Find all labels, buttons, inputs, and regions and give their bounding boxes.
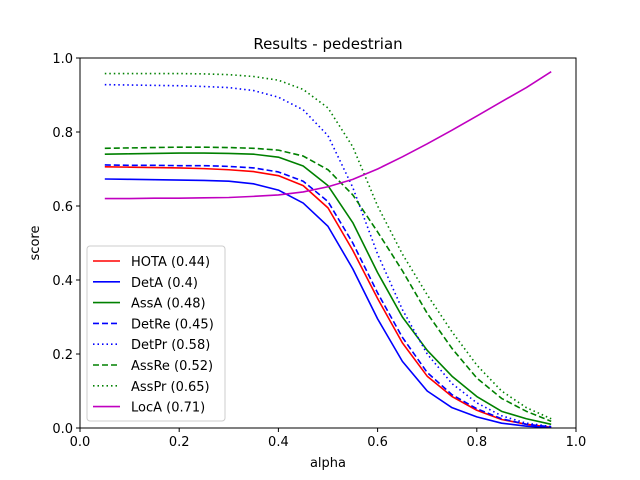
y-tick-label: 1.0 [52, 52, 73, 67]
legend-label-detre: DetRe (0.45) [131, 317, 214, 332]
legend-label-hota: HOTA (0.44) [131, 255, 210, 270]
series-line-detre [104, 164, 552, 428]
y-axis-ticks: 0.0 0.2 0.4 0.6 0.8 1.0 [52, 52, 80, 437]
series-group [104, 71, 552, 429]
legend-label-detpr: DetPr (0.58) [131, 338, 210, 353]
y-tick-label: 0.8 [52, 126, 73, 141]
series-line-assa [104, 152, 552, 426]
x-tick-label: 0.0 [70, 435, 91, 450]
x-tick-label: 0.2 [169, 435, 190, 450]
y-tick-label: 0.0 [52, 422, 73, 437]
x-tick-label: 0.4 [268, 435, 289, 450]
legend: HOTA (0.44) DetA (0.4) AssA (0.48) DetRe (0… [86, 245, 226, 422]
y-tick-label: 0.2 [52, 348, 73, 363]
legend-label-deta: DetA (0.4) [131, 276, 198, 291]
x-axis-label: alpha [310, 456, 346, 471]
x-axis-ticks: 0.0 0.2 0.4 0.6 0.8 1.0 [70, 428, 587, 450]
x-tick-label: 1.0 [566, 435, 587, 450]
series-line-hota [104, 165, 552, 429]
legend-box [86, 245, 226, 422]
chart-title: Results - pedestrian [253, 35, 402, 53]
series-line-deta [104, 178, 552, 429]
y-tick-label: 0.4 [52, 274, 73, 289]
series-line-loca [104, 71, 552, 200]
y-tick-label: 0.6 [52, 200, 73, 215]
series-line-assre [104, 146, 552, 423]
x-tick-label: 0.6 [367, 435, 388, 450]
legend-label-assa: AssA (0.48) [131, 297, 206, 312]
y-axis-label: score [28, 226, 43, 261]
plot-frame [79, 57, 577, 429]
legend-label-asspr: AssPr (0.65) [131, 380, 210, 395]
legend-label-assre: AssRe (0.52) [131, 359, 213, 374]
x-tick-label: 0.8 [466, 435, 487, 450]
legend-label-loca: LocA (0.71) [131, 401, 205, 416]
